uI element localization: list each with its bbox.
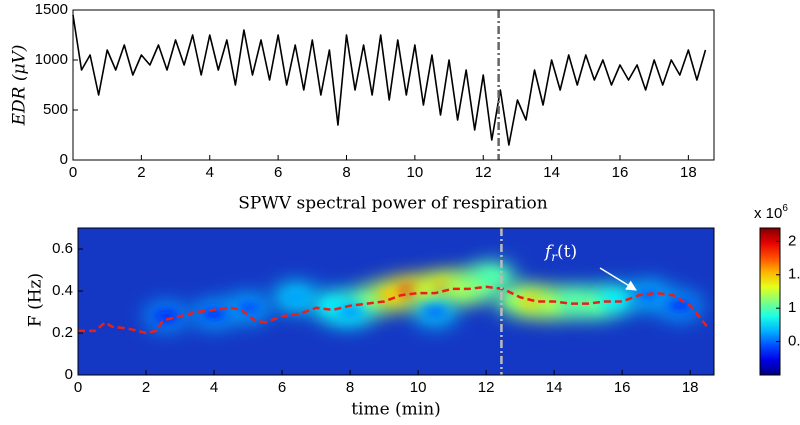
spectrogram-peak xyxy=(338,307,363,317)
spectrogram-peak xyxy=(637,290,662,301)
spectrogram-peak xyxy=(667,300,692,311)
x-tick-label: 4 xyxy=(210,379,218,396)
colorbar-multiplier: x 106 xyxy=(754,203,788,222)
exponent: 6 xyxy=(782,203,788,214)
annotation-sub: r xyxy=(551,250,558,264)
x-tick-label: 16 xyxy=(614,379,631,396)
plot-frame xyxy=(77,227,715,376)
x-tick-label: 18 xyxy=(680,164,697,181)
x-tick-label: 6 xyxy=(274,164,282,181)
y-tick-label: 500 xyxy=(43,101,68,118)
x-tick-label: 14 xyxy=(543,164,560,181)
colorbar-tick-label: 2 xyxy=(788,232,796,249)
spectrogram-peak xyxy=(603,294,628,305)
spectrogram-peak xyxy=(236,302,261,313)
x-tick-label: 18 xyxy=(682,379,699,396)
y-tick-label: 0.4 xyxy=(52,282,73,299)
x-tick-label: 2 xyxy=(137,164,145,181)
y-axis-label: EDR (μV) xyxy=(10,45,30,127)
annotation: fr(t) xyxy=(543,242,577,264)
chart-title: SPWV spectral power of respiration xyxy=(238,194,548,214)
annotation-tail: (t) xyxy=(557,242,577,262)
x-tick-label: 0 xyxy=(74,379,82,396)
annotation-text: f xyxy=(543,242,554,262)
y-tick-label: 0.6 xyxy=(52,240,73,257)
y-tick-label: 0.2 xyxy=(52,324,73,341)
y-tick-label: 0 xyxy=(65,366,73,383)
spectrogram xyxy=(78,228,714,375)
x-axis-label: time (min) xyxy=(351,400,441,420)
x-tick-label: 10 xyxy=(410,379,427,396)
spectrogram-peak xyxy=(480,271,505,282)
x-tick-label: 4 xyxy=(206,164,214,181)
x-tick-label: 2 xyxy=(142,379,150,396)
ridge-line xyxy=(78,285,709,335)
y-tick-label: 0 xyxy=(60,151,68,168)
spectrogram-peak xyxy=(202,309,227,320)
x-tick-label: 8 xyxy=(346,379,354,396)
signal-line xyxy=(72,14,707,146)
colorbar-tick-label: 1 xyxy=(788,299,796,316)
y-tick-label: 1500 xyxy=(35,1,68,18)
colorbar xyxy=(759,227,781,376)
colorbar-tick-label: 1.5 xyxy=(788,266,800,283)
x-tick-label: 12 xyxy=(478,379,495,396)
plot-frame xyxy=(72,9,715,161)
x-tick-label: 0 xyxy=(69,164,77,181)
x-tick-label: 16 xyxy=(612,164,629,181)
spectrogram-peak xyxy=(423,307,448,317)
x-tick-label: 14 xyxy=(546,379,563,396)
colorbar-tick-label: 0.5 xyxy=(788,333,800,350)
x-tick-label: 8 xyxy=(342,164,350,181)
annotation-arrow xyxy=(599,267,637,291)
x-tick-label: 12 xyxy=(475,164,492,181)
y-axis-label: F (Hz) xyxy=(26,273,46,327)
x-tick-label: 6 xyxy=(278,379,286,396)
x-tick-label: 10 xyxy=(407,164,424,181)
y-tick-label: 1000 xyxy=(35,51,68,68)
spectrogram-peak xyxy=(283,292,308,303)
multiplier: x 10 xyxy=(754,205,782,222)
